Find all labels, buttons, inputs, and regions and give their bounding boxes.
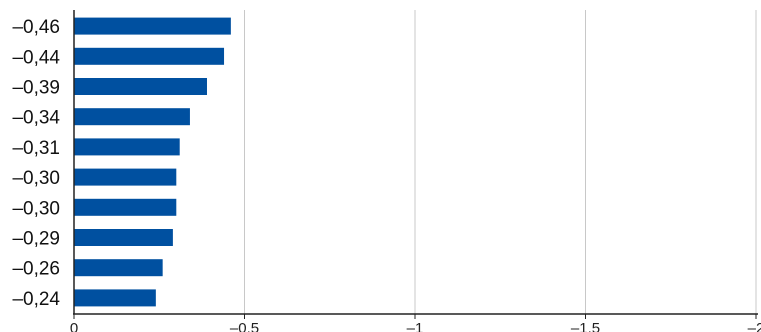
category-label: –0,30 (12, 198, 60, 219)
category-label: –0,30 (12, 168, 60, 189)
category-label: –0,39 (12, 78, 60, 99)
bar (74, 168, 177, 186)
category-labels: –0,46 –0,44 –0,39 –0,34 –0,31 –0,30 –0,30 –0,29… (12, 17, 60, 310)
category-label: –0,29 (12, 229, 60, 250)
axes (73, 10, 758, 319)
category-label: –0,31 (12, 138, 60, 159)
bar (74, 17, 231, 35)
x-tick-label: –1.5 (571, 320, 600, 332)
bar (74, 289, 156, 307)
category-label: –0,24 (12, 289, 60, 310)
bar (74, 259, 163, 277)
x-tick-label: –2 (748, 320, 761, 332)
category-label: –0,34 (12, 108, 60, 129)
bar (74, 78, 207, 95)
x-tick-label: –1 (407, 320, 424, 332)
bar (74, 47, 225, 65)
category-label: –0,44 (12, 47, 60, 68)
bar (74, 138, 180, 156)
x-tick-label: 0 (70, 320, 78, 332)
bars (74, 17, 231, 307)
category-label: –0,46 (12, 17, 60, 38)
x-tick-labels: 0 –0.5 –1 –1.5 –2 (70, 320, 761, 332)
bar (74, 229, 173, 246)
bar (74, 108, 190, 126)
gridlines (244, 10, 757, 314)
category-label: –0,26 (12, 259, 60, 280)
bar (74, 198, 177, 216)
x-tick-label: –0.5 (230, 320, 259, 332)
